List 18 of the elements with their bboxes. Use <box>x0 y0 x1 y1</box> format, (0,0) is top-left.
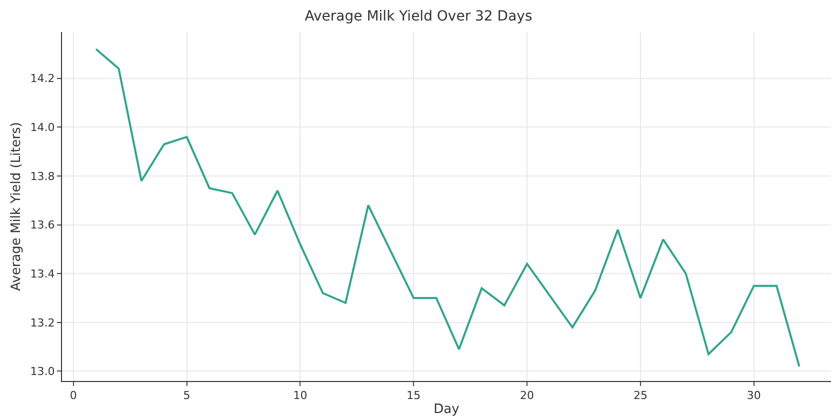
x-tick-label: 10 <box>293 389 308 402</box>
y-axis-title: Average Milk Yield (Liters) <box>9 122 24 291</box>
line-series <box>95 48 800 368</box>
x-tick-label: 5 <box>183 389 190 402</box>
y-tick-label: 13.6 <box>30 218 55 232</box>
x-axis-title: Day <box>434 402 460 417</box>
x-tick-label: 20 <box>520 389 534 402</box>
x-tick-label: 0 <box>70 389 77 402</box>
y-tick-label: 13.0 <box>30 365 55 378</box>
y-tick-label: 14.0 <box>30 121 55 134</box>
y-tick-label: 13.4 <box>30 267 55 280</box>
y-tick-label: 13.8 <box>30 170 55 183</box>
x-tick-label: 15 <box>406 389 421 402</box>
x-tick-label: 30 <box>746 389 761 402</box>
y-tick-label: 13.2 <box>30 316 55 330</box>
x-tick-label: 25 <box>633 389 648 402</box>
y-tick-label: 14.2 <box>30 72 55 86</box>
chart-title: Average Milk Yield Over 32 Days <box>304 8 532 24</box>
